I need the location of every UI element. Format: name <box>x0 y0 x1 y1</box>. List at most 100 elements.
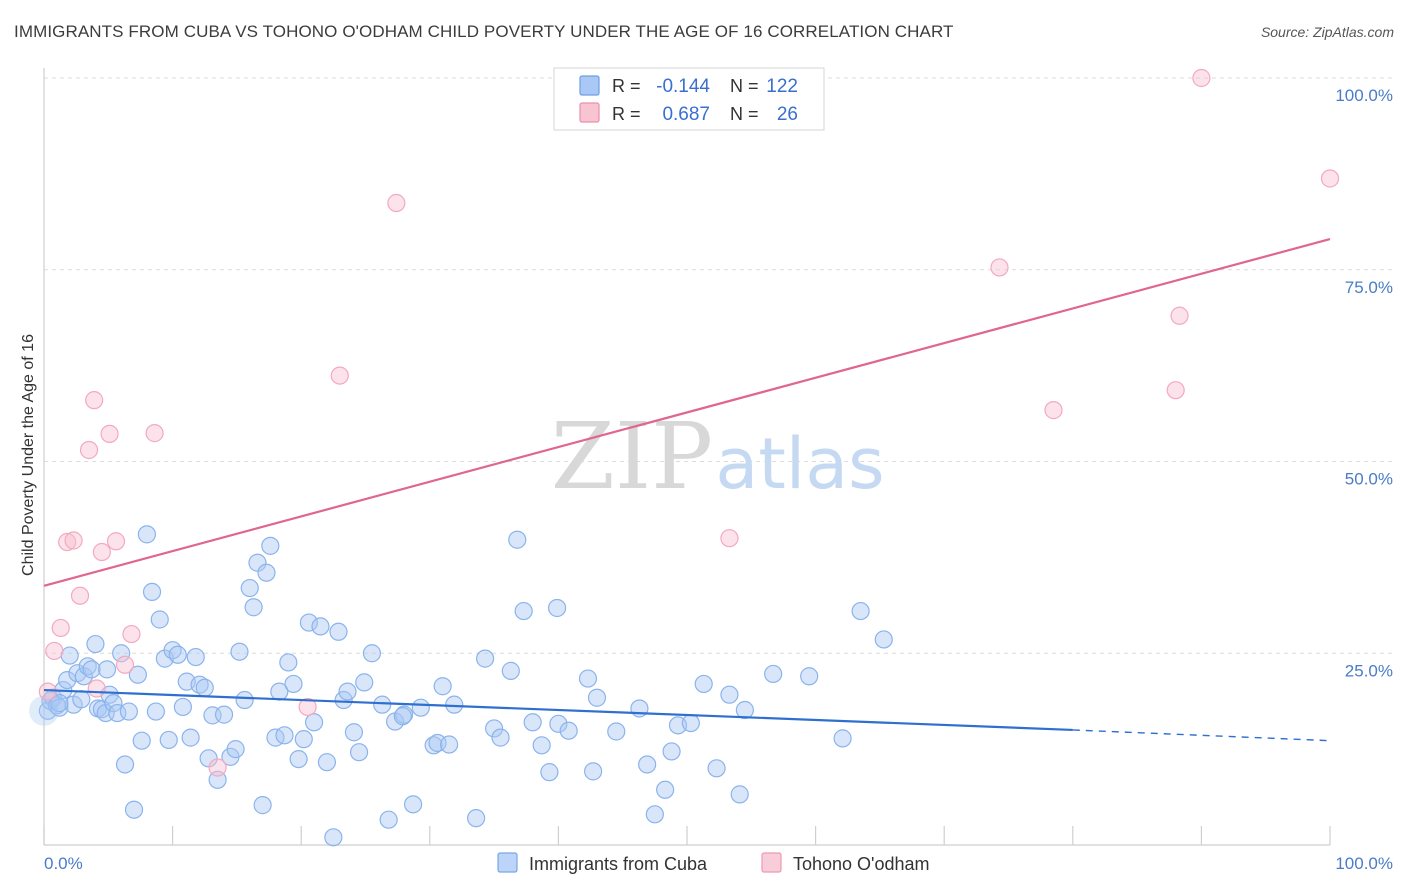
cuba-point-66 <box>324 828 343 847</box>
cuba-point-4 <box>50 698 69 717</box>
cuba-point-62 <box>299 613 319 632</box>
cuba-point-78 <box>403 795 423 814</box>
watermark-atlas: atlas <box>715 423 884 505</box>
x-tick-label-min: 0.0% <box>44 854 83 873</box>
cuba-point-68 <box>334 690 353 710</box>
y-axis-label: Child Poverty Under the Age of 16 <box>20 334 37 576</box>
cuba-point-110 <box>707 759 726 778</box>
cuba-point-54 <box>261 536 280 555</box>
tohono-point-6 <box>79 440 99 460</box>
cuba-point-91 <box>514 601 533 621</box>
legend-row-tohono: R = 0.687 N = 26 <box>579 102 798 125</box>
cuba-point-83 <box>439 735 459 754</box>
tohono-point-12 <box>122 624 141 644</box>
cuba-point-59 <box>284 674 303 694</box>
tohono-point-10 <box>106 532 126 551</box>
cuba-point-85 <box>466 809 486 828</box>
tohono-point-18 <box>720 529 739 548</box>
tohono-point-25 <box>87 679 106 698</box>
cuba-point-32 <box>159 730 178 750</box>
cuba-point-82 <box>433 677 452 696</box>
cuba-point-10 <box>72 690 91 709</box>
legend-n-value-cuba: 122 <box>766 76 798 97</box>
cuba-point-112 <box>730 785 749 804</box>
cuba-point-87 <box>485 719 504 738</box>
bottom-legend-label-tohono: Tohono O'odham <box>793 854 930 874</box>
tohono-point-20 <box>1044 401 1063 420</box>
cuba-point-99 <box>584 762 603 781</box>
bottom-legend-label-cuba: Immigrants from Cuba <box>529 854 708 874</box>
tohono-point-0 <box>38 682 57 701</box>
cuba-point-98 <box>578 669 598 688</box>
cuba-point-60 <box>289 749 308 769</box>
watermark-zip: ZIP <box>551 403 713 510</box>
trend-line-tohono <box>43 238 1331 587</box>
tohono-point-22 <box>1170 306 1189 325</box>
x-tick-label-max: 100.0% <box>1335 854 1393 873</box>
cuba-point-73 <box>362 644 382 663</box>
legend-swatch-tohono <box>579 102 600 123</box>
x-tick-marks <box>43 826 1331 845</box>
tohono-point-5 <box>70 586 90 605</box>
cuba-point-11 <box>74 667 93 686</box>
cuba-point-24 <box>124 800 144 819</box>
cuba-point-106 <box>662 742 681 761</box>
cuba-point-109 <box>694 674 713 694</box>
tohono-point-3 <box>58 532 77 552</box>
cuba-point-94 <box>540 763 559 782</box>
cuba-point-111 <box>720 685 739 704</box>
cuba-point-58 <box>279 653 298 672</box>
cuba-point-100 <box>587 688 607 707</box>
tohono-point-2 <box>51 618 70 638</box>
cuba-point-118 <box>874 630 893 649</box>
cuba-point-46 <box>226 740 245 759</box>
cuba-point-29 <box>146 702 165 721</box>
legend-n-label-cuba: N = <box>730 76 759 96</box>
cuba-point-88 <box>491 728 510 747</box>
bottom-legend-swatch-tohono <box>761 852 782 873</box>
cuba-point-108 <box>681 713 700 733</box>
cuba-point-93 <box>532 736 551 755</box>
trend-line-cuba <box>43 688 1073 732</box>
cuba-point-44 <box>214 705 234 724</box>
tohono-point-14 <box>208 758 227 777</box>
cuba-point-19 <box>104 694 123 713</box>
cuba-point-75 <box>379 810 398 829</box>
cuba-point-64 <box>311 617 330 636</box>
cuba-point-92 <box>523 713 542 732</box>
legend-swatch-cuba <box>579 75 600 96</box>
tohono-point-24 <box>1320 169 1340 188</box>
cuba-point-121 <box>393 707 412 726</box>
y-tick-label-1: 50.0% <box>1345 470 1393 489</box>
cuba-point-61 <box>294 730 313 749</box>
cuba-point-70 <box>344 723 364 742</box>
watermark: ZIP atlas <box>551 403 885 510</box>
cuba-point-28 <box>142 582 162 601</box>
y-tick-label-2: 75.0% <box>1345 278 1393 297</box>
tohono-point-8 <box>92 542 111 562</box>
cuba-point-67 <box>329 622 348 641</box>
tohono-point-7 <box>85 391 104 410</box>
cuba-point-37 <box>181 728 200 747</box>
tohono-point-4 <box>64 531 83 550</box>
tohono-point-23 <box>1192 68 1211 88</box>
cuba-point-65 <box>317 753 337 772</box>
cuba-point-51 <box>248 553 267 572</box>
tohono-point-19 <box>990 258 1009 277</box>
tohono-point-17 <box>387 193 406 213</box>
tohono-point-21 <box>1166 381 1185 400</box>
bottom-legend: Immigrants from Cuba Tohono O'odham <box>497 852 930 874</box>
cuba-point-57 <box>275 726 294 745</box>
cuba-point-95 <box>548 598 567 618</box>
cuba-point-116 <box>833 729 852 748</box>
cuba-point-14 <box>86 634 105 654</box>
bottom-legend-swatch-cuba <box>497 852 518 873</box>
legend-r-label-cuba: R = <box>612 76 641 96</box>
cuba-point-63 <box>304 713 324 732</box>
cuba-point-7 <box>60 646 79 665</box>
cuba-point-86 <box>475 649 495 668</box>
legend-box: R = -0.144 N = 122 R = 0.687 N = 26 <box>553 67 825 131</box>
legend-row-cuba: R = -0.144 N = 122 <box>579 75 798 97</box>
cuba-point-22 <box>115 755 135 774</box>
